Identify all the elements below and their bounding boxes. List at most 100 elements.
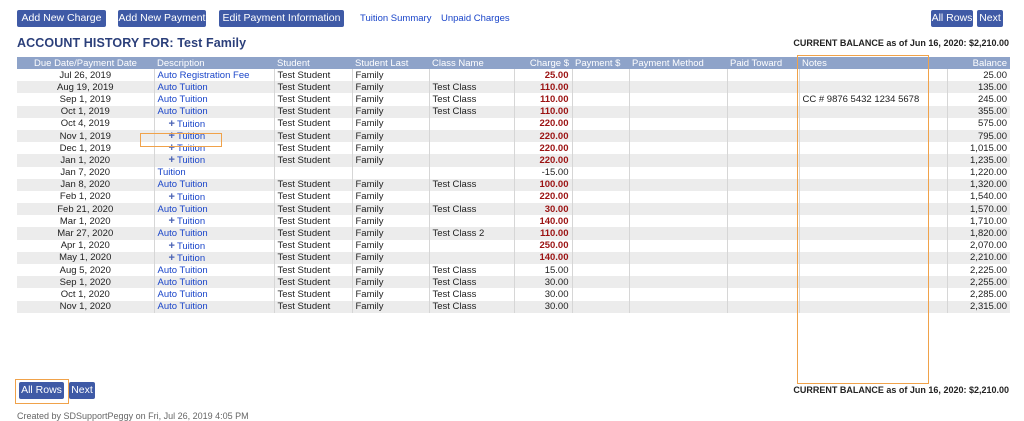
cell-payment-method — [628, 276, 727, 289]
cell-paid-toward — [726, 142, 799, 155]
add-new-payment-button[interactable]: Add New Payment — [118, 10, 206, 27]
cell-notes — [798, 81, 947, 94]
all-rows-button-top[interactable]: All Rows — [931, 10, 973, 27]
description-link[interactable]: Auto Tuition — [157, 106, 208, 118]
cell-class-name: Test Class — [428, 178, 514, 191]
cell-student-last: Family — [351, 215, 429, 228]
cell-charge: 110.00 — [513, 227, 572, 240]
cell-payment-method — [628, 81, 727, 94]
description-link[interactable]: Auto Tuition — [157, 301, 208, 313]
description-link[interactable]: Tuition — [176, 240, 206, 252]
description-link[interactable]: Tuition — [176, 131, 206, 143]
description-link[interactable]: Tuition — [176, 191, 206, 203]
cell-balance: 1,015.00 — [946, 142, 1010, 155]
cell-balance: 575.00 — [946, 117, 1010, 130]
table-row: Nov 1, 2019 + Tuition Test Student Family 220… — [17, 129, 1010, 143]
expand-plus-icon[interactable]: + — [168, 251, 175, 264]
cell-balance: 25.00 — [946, 69, 1010, 82]
description-link[interactable]: Auto Tuition — [157, 203, 208, 215]
cell-payment-method — [628, 239, 727, 252]
description-link[interactable]: Auto Registration Fee — [157, 69, 250, 81]
column-header-payment-method[interactable]: Payment Method — [629, 57, 727, 69]
cell-student: Test Student — [273, 276, 352, 289]
expand-plus-icon[interactable]: + — [168, 190, 175, 203]
cell-payment — [571, 203, 629, 216]
cell-balance: 795.00 — [946, 129, 1010, 143]
cell-payment-method — [628, 300, 727, 313]
cell-paid-toward — [726, 81, 799, 94]
description-link[interactable]: Auto Tuition — [157, 179, 208, 191]
cell-balance: 2,210.00 — [946, 251, 1010, 264]
cell-balance: 245.00 — [946, 93, 1010, 106]
description-link[interactable]: Auto Tuition — [157, 81, 208, 93]
add-new-charge-button[interactable]: Add New Charge — [17, 10, 106, 27]
tuition-summary-link[interactable]: Tuition Summary — [360, 13, 432, 24]
description-link[interactable]: Tuition — [176, 216, 206, 228]
cell-class-name: Test Class — [428, 264, 514, 277]
description-link[interactable]: Auto Tuition — [157, 228, 208, 240]
cell-class-name: Test Class — [428, 81, 514, 94]
column-header-paid-toward[interactable]: Paid Toward — [727, 57, 799, 69]
cell-payment — [571, 105, 629, 118]
cell-date: Mar 27, 2020 — [17, 227, 154, 240]
column-header-due-date[interactable]: Due Date/Payment Date — [17, 57, 154, 69]
cell-notes — [798, 105, 947, 118]
page-title: ACCOUNT HISTORY FOR: Test Family — [17, 36, 247, 50]
cell-student: Test Student — [273, 264, 352, 277]
expand-plus-icon[interactable]: + — [168, 117, 175, 130]
description-link[interactable]: Auto Tuition — [157, 264, 208, 276]
cell-description: Auto Tuition — [153, 288, 274, 301]
description-link[interactable]: Auto Tuition — [157, 276, 208, 288]
cell-paid-toward — [726, 288, 799, 301]
cell-notes — [798, 154, 947, 167]
edit-payment-information-button[interactable]: Edit Payment Information — [219, 10, 344, 27]
description-link[interactable]: Auto Tuition — [157, 93, 208, 105]
cell-notes — [798, 276, 947, 289]
cell-description: + Tuition — [153, 215, 274, 228]
description-link[interactable]: Tuition — [157, 167, 186, 179]
cell-class-name — [428, 190, 514, 204]
unpaid-charges-link[interactable]: Unpaid Charges — [441, 13, 510, 24]
column-header-description[interactable]: Description — [154, 57, 274, 69]
column-header-class-name[interactable]: Class Name — [429, 57, 514, 69]
description-link[interactable]: Tuition — [176, 252, 206, 264]
cell-class-name — [428, 215, 514, 228]
description-link[interactable]: Tuition — [176, 143, 206, 155]
cell-student-last: Family — [351, 129, 429, 143]
cell-paid-toward — [726, 203, 799, 216]
expand-plus-icon[interactable]: + — [168, 215, 175, 228]
cell-description: + Tuition — [153, 239, 274, 252]
cell-payment — [571, 227, 629, 240]
next-button-bottom[interactable]: Next — [69, 382, 95, 399]
table-row: Jan 7, 2020 Tuition -15.00 1,220.00 — [17, 166, 1010, 179]
cell-description: + Tuition — [153, 190, 274, 204]
cell-description: Auto Tuition — [153, 300, 274, 313]
cell-student-last: Family — [351, 69, 429, 82]
description-link[interactable]: Auto Tuition — [157, 288, 208, 300]
cell-class-name: Test Class — [428, 93, 514, 106]
expand-plus-icon[interactable]: + — [168, 130, 175, 143]
expand-plus-icon[interactable]: + — [168, 142, 175, 155]
cell-date: Nov 1, 2019 — [17, 129, 154, 143]
cell-student-last: Family — [351, 93, 429, 106]
cell-notes — [798, 142, 947, 155]
cell-date: Mar 1, 2020 — [59, 215, 111, 227]
description-link[interactable]: Tuition — [176, 155, 206, 167]
expand-plus-icon[interactable]: + — [168, 239, 175, 252]
cell-payment — [571, 288, 629, 301]
cell-description: Auto Tuition — [153, 276, 274, 289]
cell-description: Auto Tuition — [153, 264, 274, 277]
description-link[interactable]: Tuition — [176, 118, 206, 130]
cell-class-name: Test Class — [428, 203, 514, 216]
column-header-balance[interactable]: Balance — [947, 57, 1010, 69]
next-button-top[interactable]: Next — [977, 10, 1003, 27]
column-header-student[interactable]: Student — [274, 57, 352, 69]
column-header-charge[interactable]: Charge $ — [514, 57, 572, 69]
column-header-notes[interactable]: Notes — [799, 57, 947, 69]
cell-notes — [798, 69, 947, 82]
column-header-payment[interactable]: Payment $ — [572, 57, 629, 69]
expand-plus-icon[interactable]: + — [168, 154, 175, 167]
all-rows-button-bottom[interactable]: All Rows — [19, 382, 64, 399]
column-header-student-last[interactable]: Student Last — [352, 57, 429, 69]
cell-student: Test Student — [273, 190, 352, 204]
